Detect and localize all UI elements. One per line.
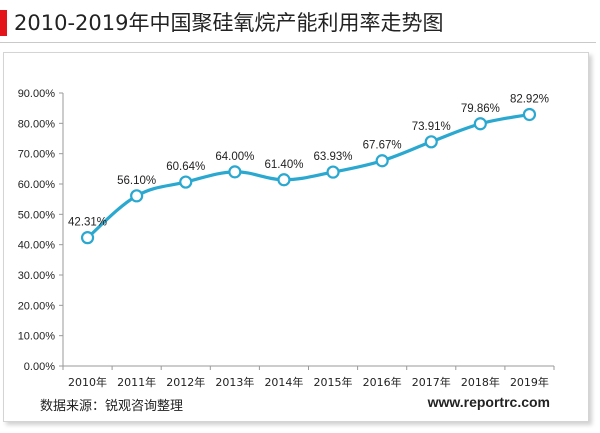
- data-label: 82.92%: [510, 93, 549, 105]
- y-axis: 0.00% 10.00% 20.00% 30.00% 40.00% 50.00% 60.00…: [18, 88, 64, 373]
- data-label: 61.40%: [264, 159, 303, 171]
- source-note: 数据来源：锐观咨询整理: [40, 399, 184, 414]
- data-label: 64.00%: [215, 151, 254, 163]
- data-point: [473, 117, 487, 131]
- x-tick-label: 2019年: [510, 375, 549, 389]
- x-tick-label: 2018年: [461, 375, 500, 389]
- series-line: [86, 112, 530, 239]
- header: 2010-2019年中国聚硅氧烷产能利用率走势图: [0, 0, 600, 44]
- data-label: 73.91%: [412, 121, 451, 133]
- y-tick-label: 60.00%: [18, 179, 56, 191]
- data-point: [228, 165, 242, 179]
- y-tick-label: 40.00%: [18, 240, 56, 252]
- title-divider: [0, 42, 596, 43]
- y-tick-label: 90.00%: [18, 88, 56, 100]
- y-tick-label: 0.00%: [24, 361, 55, 373]
- data-point: [424, 135, 438, 149]
- data-label: 63.93%: [314, 151, 353, 163]
- y-tick-label: 50.00%: [18, 209, 56, 221]
- y-tick-label: 10.00%: [18, 331, 56, 343]
- y-tick-label: 70.00%: [18, 149, 56, 161]
- data-point: [277, 173, 291, 187]
- x-axis: 2010年 2011年 2012年 2013年 2014年 2015年 2016年 2017年…: [62, 365, 555, 389]
- data-label: 67.67%: [363, 140, 402, 152]
- x-tick-label: 2010年: [68, 375, 107, 389]
- y-tick-label: 30.00%: [18, 270, 56, 282]
- website-link[interactable]: www.reportrc.com: [427, 394, 550, 410]
- y-tick-label: 20.00%: [18, 300, 56, 312]
- data-label: 79.86%: [461, 103, 500, 115]
- data-point: [179, 175, 193, 189]
- series-utilization-rate: [80, 107, 537, 245]
- x-tick-label: 2013年: [215, 375, 254, 389]
- data-point: [80, 231, 95, 245]
- data-label: 56.10%: [117, 175, 156, 187]
- x-tick-label: 2012年: [166, 375, 205, 389]
- data-point: [326, 165, 340, 179]
- page-title: 2010-2019年中国聚硅氧烷产能利用率走势图: [14, 11, 444, 35]
- data-label: 42.31%: [68, 217, 107, 229]
- y-tick-label: 80.00%: [18, 118, 56, 130]
- x-tick-label: 2011年: [117, 375, 156, 389]
- x-tick-label: 2014年: [264, 375, 303, 389]
- data-point: [130, 189, 144, 203]
- x-tick-label: 2015年: [314, 375, 353, 389]
- x-tick-label: 2016年: [363, 375, 402, 389]
- chart-card: [3, 52, 589, 422]
- data-point: [522, 107, 537, 122]
- title-accent-bar: [0, 10, 7, 36]
- data-point: [375, 154, 389, 168]
- data-labels: 42.31% 56.10% 60.64% 64.00% 61.40% 63.93% 67.6…: [68, 93, 549, 228]
- x-tick-label: 2017年: [412, 375, 451, 389]
- data-label: 60.64%: [166, 161, 205, 173]
